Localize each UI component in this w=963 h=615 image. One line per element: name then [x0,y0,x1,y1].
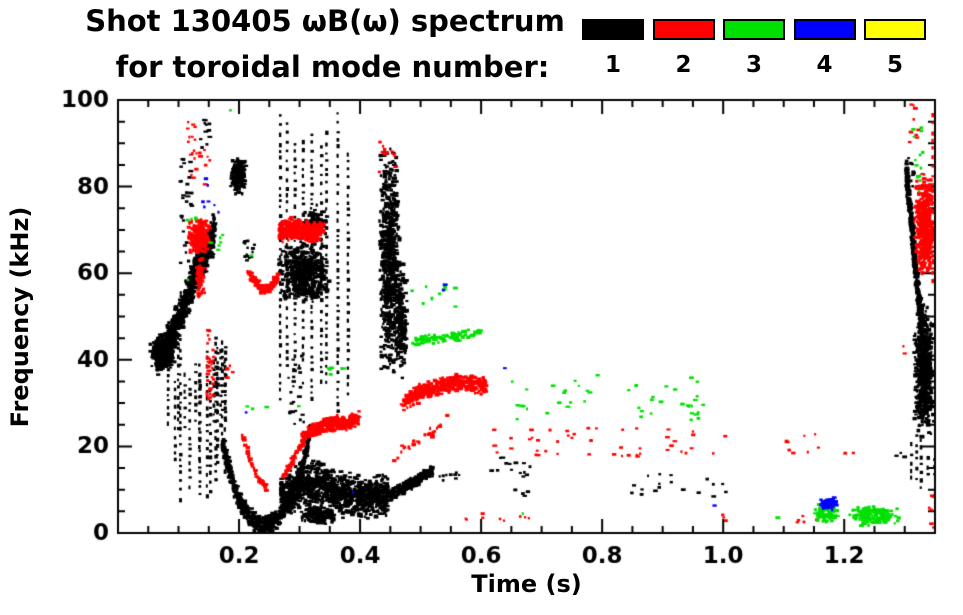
x-axis-label: Time (s) [471,570,582,598]
legend-swatch-n4 [793,19,856,40]
legend-swatch-n2 [652,19,715,40]
legend-swatch-n1 [582,19,644,40]
legend-label-n2: 2 [675,52,692,78]
figure-subtitle: for toroidal mode number: [115,50,550,84]
legend-label-n1: 1 [604,52,621,78]
y-axis-label: Frequency (kHz) [6,206,34,428]
legend-swatch-n3 [723,19,785,40]
legend-label-n5: 5 [886,52,903,78]
legend-label-n4: 4 [816,52,833,78]
mode-legend: 1 2 3 4 5 [0,0,963,90]
legend-swatch-n5 [864,19,926,40]
legend-label-n3: 3 [745,52,762,78]
figure-title: Shot 130405 ωB(ω) spectrum [85,4,565,38]
